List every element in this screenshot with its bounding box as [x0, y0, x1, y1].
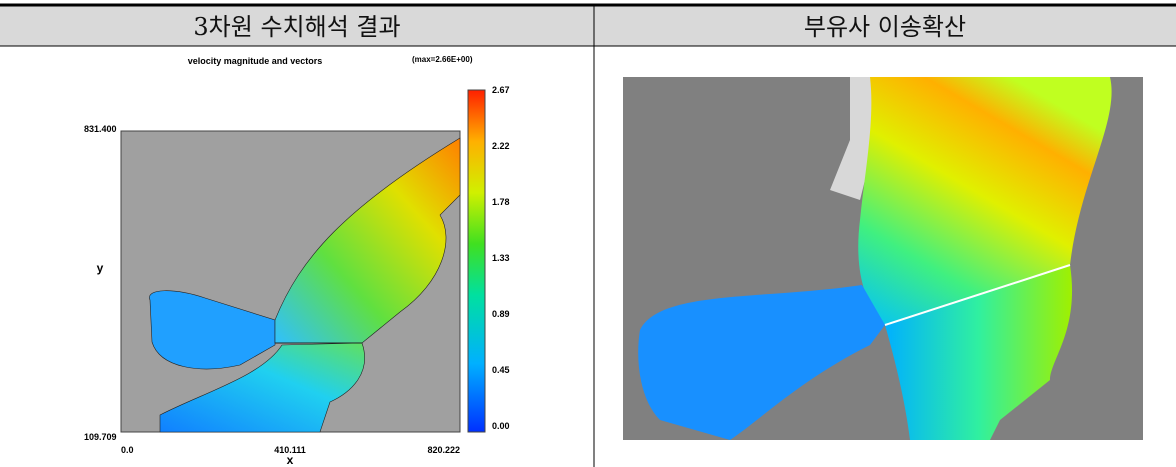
x-tick-label: 0.0 — [121, 445, 134, 455]
header-right: 부유사 이송확산 — [804, 13, 966, 41]
page: 3차원 수치해석 결과 부유사 이송확산 velocity magnitude … — [0, 0, 1176, 467]
colorbar — [468, 90, 485, 432]
y-tick-label: 831.400 — [84, 124, 117, 134]
colorbar-tick-label: 1.33 — [492, 253, 510, 263]
colorbar-ticks: 2.67 2.22 1.78 1.33 0.89 0.45 0.00 — [492, 85, 510, 431]
figure-note: (max=2.66E+00) — [412, 55, 473, 64]
page-svg: 3차원 수치해석 결과 부유사 이송확산 velocity magnitude … — [0, 0, 1176, 467]
x-axis-label: x — [287, 453, 294, 467]
colorbar-tick-label: 0.89 — [492, 309, 510, 319]
y-tick-label: 109.709 — [84, 432, 117, 442]
header-left: 3차원 수치해석 결과 — [193, 13, 400, 41]
colorbar-tick-label: 0.00 — [492, 421, 510, 431]
colorbar-tick-label: 2.67 — [492, 85, 510, 95]
header-row — [0, 6, 1176, 46]
colorbar-tick-label: 1.78 — [492, 197, 510, 207]
colorbar-tick-label: 2.22 — [492, 141, 510, 151]
figure-title: velocity magnitude and vectors — [188, 56, 323, 66]
y-axis-label: y — [97, 261, 104, 275]
colorbar-tick-label: 0.45 — [492, 365, 510, 375]
x-tick-label: 820.222 — [427, 445, 460, 455]
